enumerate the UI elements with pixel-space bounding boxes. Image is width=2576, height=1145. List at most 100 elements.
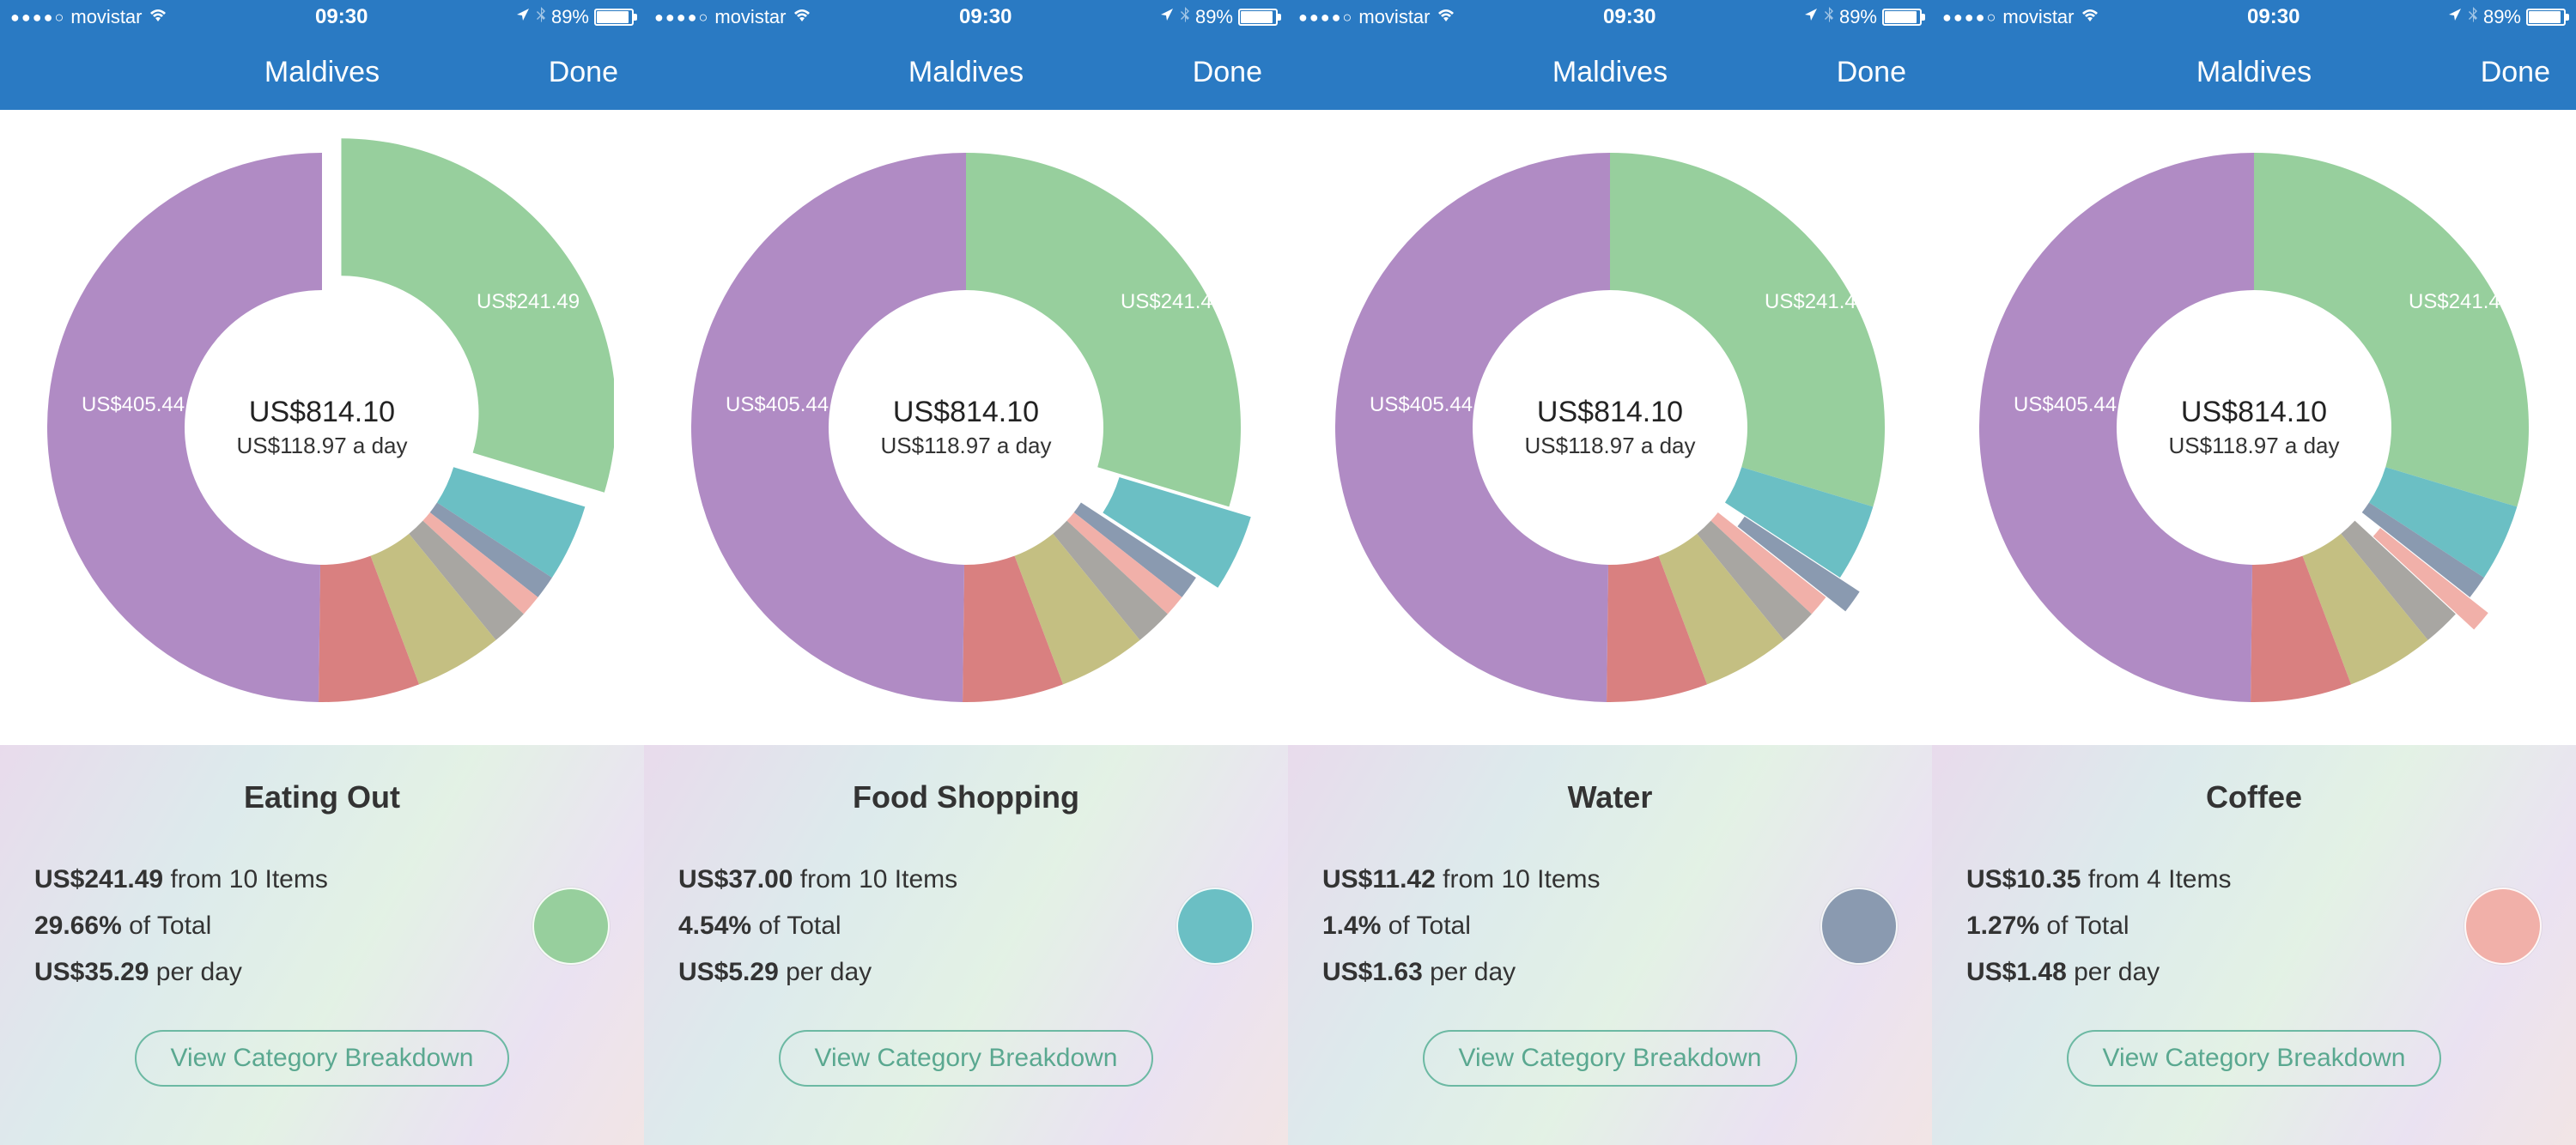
battery-percent: 89%	[551, 6, 589, 28]
wifi-icon	[792, 6, 812, 28]
location-arrow-icon	[1803, 7, 1819, 27]
carrier-label: movistar	[1358, 6, 1430, 28]
carrier-label: movistar	[70, 6, 142, 28]
stat-pct: 4.54%	[678, 912, 751, 940]
donut-center: US$814.10 US$118.97 a day	[1525, 396, 1696, 459]
stat-perday-suffix: per day	[149, 958, 241, 986]
status-time: 09:30	[959, 5, 1012, 29]
stats-text: US$37.00 from 10 Items 4.54% of Total US…	[678, 857, 957, 996]
stats-text: US$11.42 from 10 Items 1.4% of Total US$…	[1322, 857, 1601, 996]
chart-area: US$814.10 US$118.97 a dayUS$241.49US$405…	[644, 110, 1288, 745]
stats-row: US$11.42 from 10 Items 1.4% of Total US$…	[1322, 857, 1898, 996]
signal-dots-icon: ●●●●○	[654, 9, 709, 27]
stat-perday: US$35.29	[34, 958, 149, 986]
page-title: Maldives	[908, 56, 1024, 89]
status-left: ●●●●○ movistar	[1298, 6, 1456, 28]
stats-text: US$241.49 from 10 Items 29.66% of Total …	[34, 857, 328, 996]
wifi-icon	[148, 6, 168, 28]
signal-dots-icon: ●●●●○	[1298, 9, 1353, 27]
stat-pct-suffix: of Total	[2039, 912, 2129, 940]
location-arrow-icon	[1159, 7, 1175, 27]
stat-items: from 10 Items	[163, 865, 328, 894]
donut-perday: US$118.97 a day	[1525, 433, 1696, 459]
category-title: Water	[1322, 779, 1898, 815]
view-category-breakdown-button[interactable]: View Category Breakdown	[2067, 1030, 2442, 1087]
donut-perday: US$118.97 a day	[881, 433, 1052, 459]
chart-area: US$814.10 US$118.97 a dayUS$241.49US$405…	[0, 110, 644, 745]
donut-center: US$814.10 US$118.97 a day	[2169, 396, 2340, 459]
page-title: Maldives	[1552, 56, 1668, 89]
battery-percent: 89%	[1839, 6, 1877, 28]
done-button[interactable]: Done	[2481, 56, 2550, 89]
donut-center: US$814.10 US$118.97 a day	[881, 396, 1052, 459]
donut-chart[interactable]: US$814.10 US$118.97 a dayUS$241.49US$405…	[1318, 136, 1902, 719]
carrier-label: movistar	[714, 6, 786, 28]
bluetooth-icon	[1180, 7, 1190, 28]
bluetooth-icon	[1824, 7, 1834, 28]
status-left: ●●●●○ movistar	[10, 6, 168, 28]
view-category-breakdown-button[interactable]: View Category Breakdown	[779, 1030, 1154, 1087]
nav-bar: Maldives Done	[644, 34, 1288, 110]
category-info: Food Shopping US$37.00 from 10 Items 4.5…	[644, 745, 1288, 1145]
donut-total: US$814.10	[237, 396, 408, 429]
panel-2: ●●●●○ movistar 09:30 89% Maldives Done U…	[1288, 0, 1932, 1145]
category-title: Food Shopping	[678, 779, 1254, 815]
category-swatch	[532, 888, 610, 965]
donut-perday: US$118.97 a day	[237, 433, 408, 459]
status-bar: ●●●●○ movistar 09:30 89%	[644, 0, 1288, 34]
done-button[interactable]: Done	[549, 56, 618, 89]
donut-chart[interactable]: US$814.10 US$118.97 a dayUS$241.49US$405…	[674, 136, 1258, 719]
stats-row: US$241.49 from 10 Items 29.66% of Total …	[34, 857, 610, 996]
donut-total: US$814.10	[2169, 396, 2340, 429]
location-arrow-icon	[2447, 7, 2463, 27]
signal-dots-icon: ●●●●○	[1942, 9, 1997, 27]
stat-perday: US$1.63	[1322, 958, 1423, 986]
status-bar: ●●●●○ movistar 09:30 89%	[0, 0, 644, 34]
wifi-icon	[2080, 6, 2100, 28]
done-button[interactable]: Done	[1837, 56, 1906, 89]
nav-bar: Maldives Done	[1288, 34, 1932, 110]
category-swatch	[1820, 888, 1898, 965]
stat-amount: US$37.00	[678, 865, 793, 894]
view-category-breakdown-button[interactable]: View Category Breakdown	[1423, 1030, 1798, 1087]
panel-0: ●●●●○ movistar 09:30 89% Maldives Done U…	[0, 0, 644, 1145]
stats-row: US$10.35 from 4 Items 1.27% of Total US$…	[1966, 857, 2542, 996]
stat-pct-suffix: of Total	[751, 912, 841, 940]
status-time: 09:30	[315, 5, 368, 29]
status-bar: ●●●●○ movistar 09:30 89%	[1932, 0, 2576, 34]
stats-row: US$37.00 from 10 Items 4.54% of Total US…	[678, 857, 1254, 996]
panel-3: ●●●●○ movistar 09:30 89% Maldives Done U…	[1932, 0, 2576, 1145]
battery-percent: 89%	[1195, 6, 1233, 28]
status-left: ●●●●○ movistar	[654, 6, 812, 28]
done-button[interactable]: Done	[1193, 56, 1262, 89]
view-category-breakdown-button[interactable]: View Category Breakdown	[135, 1030, 510, 1087]
page-title: Maldives	[264, 56, 380, 89]
donut-total: US$814.10	[1525, 396, 1696, 429]
donut-chart[interactable]: US$814.10 US$118.97 a dayUS$241.49US$405…	[30, 136, 614, 719]
battery-icon	[1882, 9, 1922, 26]
stat-amount: US$10.35	[1966, 865, 2081, 894]
bluetooth-icon	[536, 7, 546, 28]
stats-text: US$10.35 from 4 Items 1.27% of Total US$…	[1966, 857, 2231, 996]
page-title: Maldives	[2196, 56, 2312, 89]
signal-dots-icon: ●●●●○	[10, 9, 65, 27]
category-title: Coffee	[1966, 779, 2542, 815]
status-time: 09:30	[2247, 5, 2300, 29]
stat-items: from 10 Items	[1436, 865, 1601, 894]
category-swatch	[2464, 888, 2542, 965]
status-right: 89%	[1159, 6, 1278, 28]
category-info: Water US$11.42 from 10 Items 1.4% of Tot…	[1288, 745, 1932, 1145]
stat-perday: US$1.48	[1966, 958, 2067, 986]
wifi-icon	[1436, 6, 1456, 28]
carrier-label: movistar	[2002, 6, 2074, 28]
stat-perday-suffix: per day	[1423, 958, 1516, 986]
status-left: ●●●●○ movistar	[1942, 6, 2100, 28]
donut-chart[interactable]: US$814.10 US$118.97 a dayUS$241.49US$405…	[1962, 136, 2546, 719]
status-right: 89%	[1803, 6, 1922, 28]
stat-pct-suffix: of Total	[1381, 912, 1471, 940]
panel-1: ●●●●○ movistar 09:30 89% Maldives Done U…	[644, 0, 1288, 1145]
stat-perday-suffix: per day	[779, 958, 872, 986]
donut-total: US$814.10	[881, 396, 1052, 429]
category-info: Eating Out US$241.49 from 10 Items 29.66…	[0, 745, 644, 1145]
nav-bar: Maldives Done	[1932, 34, 2576, 110]
